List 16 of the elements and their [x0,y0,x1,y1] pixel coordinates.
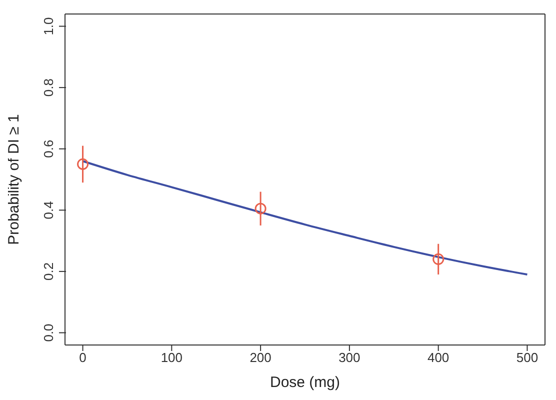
x-tick-label: 500 [516,350,538,366]
x-axis-title: Dose (mg) [270,374,340,391]
y-tick-label: 0.4 [41,201,56,220]
y-tick-label: 0.2 [41,262,56,280]
x-tick-label: 200 [250,350,272,366]
point [77,158,89,170]
x-tick-label: 100 [160,350,183,366]
point [254,202,266,214]
y-tick-label: 0.8 [41,78,56,97]
x-tick-label: 300 [338,350,360,366]
y-tick-label: 1.0 [41,17,56,36]
y-tick-label: 0.0 [41,324,56,342]
y-tick-label: 0.6 [41,140,56,158]
x-tick-label: 0 [79,350,86,366]
x-tick-label: 400 [427,350,450,366]
point [432,253,444,265]
